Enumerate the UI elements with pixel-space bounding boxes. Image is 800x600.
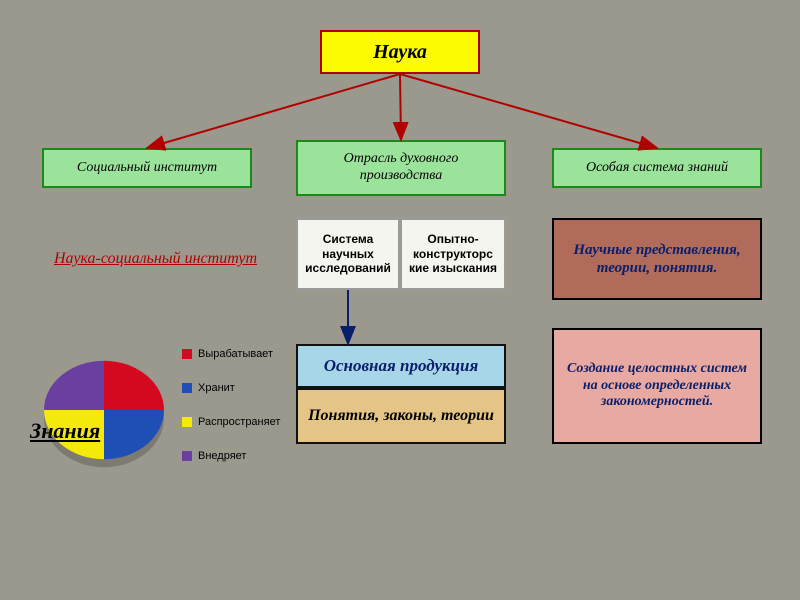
pie-legend-item: Хранит bbox=[182, 382, 235, 394]
legend-label: Распространяет bbox=[198, 416, 280, 428]
level2-box-0: Социальный институт bbox=[42, 148, 252, 188]
section-subtitle: Наука-социальный институт bbox=[54, 250, 257, 268]
legend-label: Хранит bbox=[198, 382, 235, 394]
legend-label: Вырабатывает bbox=[198, 348, 273, 360]
level2-box-1: Отрасль духовного производства bbox=[296, 140, 506, 196]
mid-pair-box-0: Система научных исследований bbox=[296, 218, 400, 290]
pie-chart bbox=[0, 0, 800, 600]
right-bottom-box: Создание целостных систем на основе опре… bbox=[552, 328, 762, 444]
pie-legend-item: Распространяет bbox=[182, 416, 280, 428]
pie-legend-item: Внедряет bbox=[182, 450, 246, 462]
legend-swatch bbox=[182, 417, 192, 427]
bottom-pair-box-0: Основная продукция bbox=[296, 344, 506, 388]
pie-slice bbox=[44, 361, 104, 410]
legend-swatch bbox=[182, 383, 192, 393]
arrows-layer bbox=[0, 0, 800, 600]
pie-slice bbox=[104, 410, 164, 459]
legend-swatch bbox=[182, 451, 192, 461]
pie-slice bbox=[104, 361, 164, 410]
legend-label: Внедряет bbox=[198, 450, 246, 462]
bottom-pair-box-1: Понятия, законы, теории bbox=[296, 388, 506, 444]
pie-legend-item: Вырабатывает bbox=[182, 348, 273, 360]
mid-pair-box-1: Опытно-конструкторс кие изыскания bbox=[400, 218, 506, 290]
pie-caption: Знания bbox=[30, 418, 100, 444]
right-top-box: Научные представления, теории, понятия. bbox=[552, 218, 762, 300]
root-box: Наука bbox=[320, 30, 480, 74]
level2-box-2: Особая система знаний bbox=[552, 148, 762, 188]
legend-swatch bbox=[182, 349, 192, 359]
